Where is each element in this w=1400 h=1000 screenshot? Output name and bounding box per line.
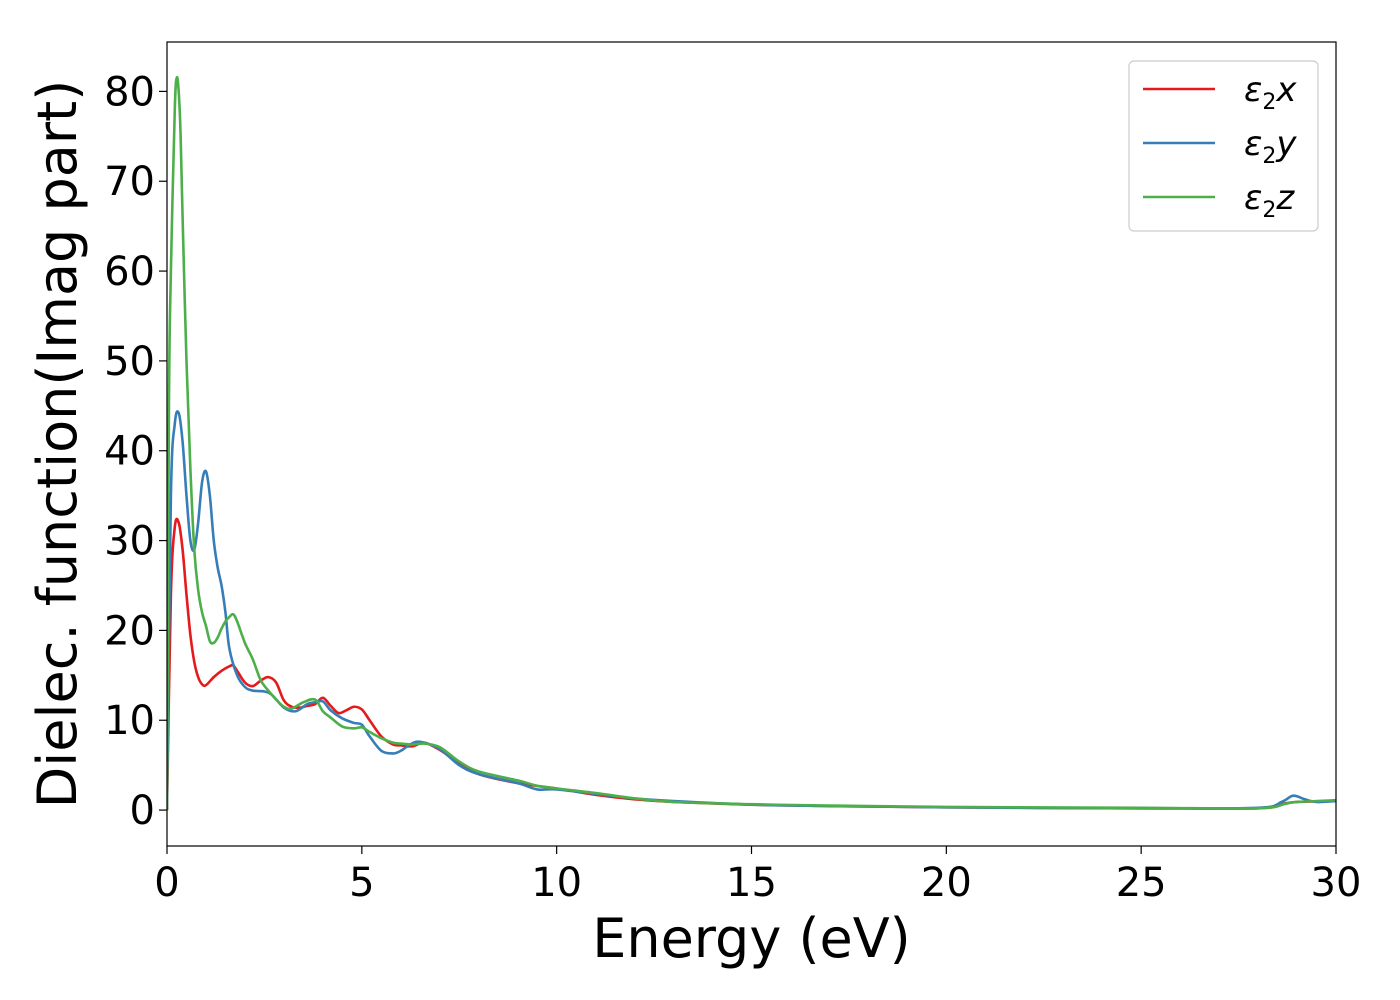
y-axis-label: Dielec. function(Imag part) — [26, 80, 89, 809]
series-line-x — [167, 517, 1336, 811]
plot-lines — [167, 75, 1336, 811]
y-axis: 0 10 20 30 40 50 60 70 80 — [104, 69, 167, 834]
y-tick-label: 0 — [130, 788, 155, 834]
y-tick-label: 50 — [104, 339, 155, 385]
x-tick-label: 15 — [726, 860, 777, 906]
x-axis-label: Energy (eV) — [592, 907, 911, 970]
series-line-z — [167, 75, 1336, 811]
legend-item-z: ε2z — [1143, 178, 1295, 223]
x-tick-label: 20 — [921, 860, 972, 906]
y-tick-label: 10 — [104, 698, 155, 744]
x-tick-label: 25 — [1116, 860, 1167, 906]
x-tick-label: 0 — [154, 860, 179, 906]
y-tick-label: 60 — [104, 249, 155, 295]
y-tick-label: 70 — [104, 159, 155, 205]
x-tick-label: 30 — [1311, 860, 1362, 906]
legend-box — [1128, 60, 1319, 232]
legend: ε2x ε2y ε2z — [1128, 60, 1319, 232]
y-tick-label: 80 — [104, 69, 155, 115]
legend-label: ε2x — [1244, 70, 1297, 115]
legend-item-x: ε2x — [1143, 70, 1297, 115]
x-tick-label: 5 — [349, 860, 374, 906]
y-tick-label: 30 — [104, 519, 155, 565]
legend-label: ε2y — [1244, 124, 1297, 169]
y-tick-label: 20 — [104, 608, 155, 654]
series-line-y — [167, 410, 1336, 811]
legend-label: ε2z — [1244, 178, 1295, 223]
legend-item-y: ε2y — [1143, 124, 1297, 169]
x-axis: 0 5 10 15 20 25 30 — [154, 846, 1361, 906]
y-tick-label: 40 — [104, 429, 155, 475]
x-tick-label: 10 — [531, 860, 582, 906]
